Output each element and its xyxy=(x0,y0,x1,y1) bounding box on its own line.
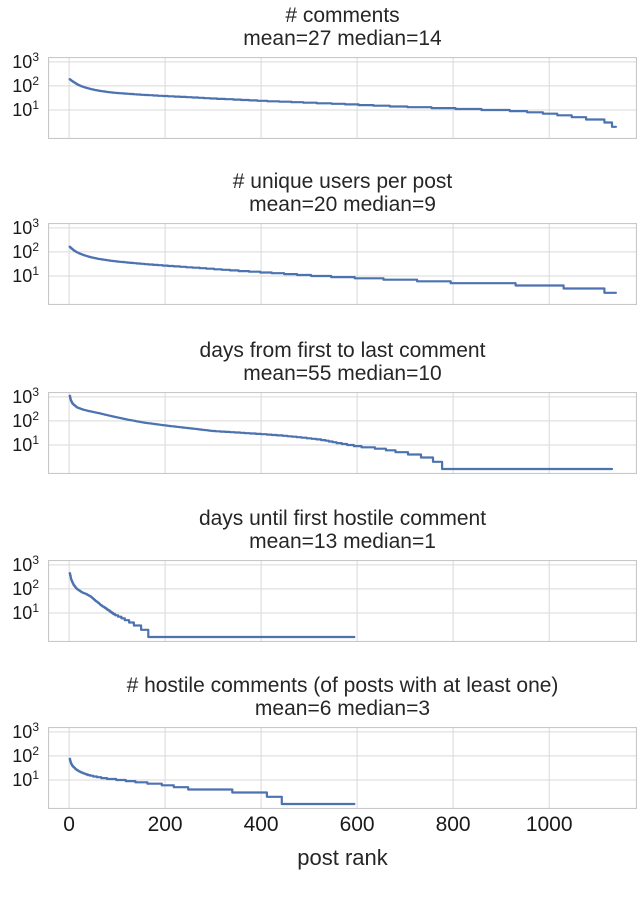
plot-border xyxy=(47,559,638,643)
line-chart-svg xyxy=(47,391,638,475)
x-tick-label: 1000 xyxy=(525,813,573,836)
data-line xyxy=(68,757,356,806)
y-axis-tick-labels: 103 102 101 xyxy=(0,721,44,809)
y-tick-label: 103 xyxy=(12,719,39,742)
data-line xyxy=(68,245,617,294)
y-tick-label: 103 xyxy=(12,215,39,238)
data-line xyxy=(68,572,356,639)
chart-title-line: # unique users per post xyxy=(232,170,453,193)
chart-title-line: # hostile comments (of posts with at lea… xyxy=(126,674,559,697)
y-axis-tick-labels: 103 102 101 xyxy=(0,554,44,642)
chart-subtitle-line: mean=55 median=10 xyxy=(243,362,442,385)
y-tick-label: 101 xyxy=(12,98,39,120)
plot-area-hostile-comments xyxy=(47,726,638,810)
plot-area-unique-users xyxy=(47,222,638,306)
x-tick-label: 400 xyxy=(243,813,279,836)
x-tick-label: 0 xyxy=(63,813,75,836)
y-tick-label: 102 xyxy=(12,73,39,96)
x-tick-label: 800 xyxy=(435,813,471,836)
plot-border xyxy=(47,222,638,306)
data-line xyxy=(68,394,614,471)
y-axis-tick-labels: 103 102 101 xyxy=(0,386,44,474)
x-axis-label: post rank xyxy=(297,845,388,870)
line-chart-svg xyxy=(47,559,638,643)
plot-area-days-span xyxy=(47,391,638,475)
chart-title-line: days from first to last comment xyxy=(199,339,486,362)
x-tick-label: 200 xyxy=(147,813,183,836)
chart-subtitle-line: mean=20 median=9 xyxy=(249,193,436,216)
y-tick-label: 102 xyxy=(12,576,39,599)
y-tick-label: 101 xyxy=(12,264,39,286)
chart-title: # unique users per post mean=20 median=9 xyxy=(48,170,637,216)
x-tick-label: 600 xyxy=(339,813,375,836)
chart-subtitle-line: mean=27 median=14 xyxy=(243,27,442,50)
line-chart-svg xyxy=(47,222,638,306)
plot-border xyxy=(47,726,638,810)
line-chart-svg xyxy=(47,56,638,140)
line-chart-svg xyxy=(47,726,638,810)
y-tick-label: 101 xyxy=(12,601,39,623)
y-tick-label: 103 xyxy=(12,384,39,407)
y-tick-label: 101 xyxy=(12,768,39,790)
chart-title: # comments mean=27 median=14 xyxy=(48,4,637,50)
plot-border xyxy=(47,391,638,475)
x-axis-tick-labels: 0 200 400 600 800 1000 xyxy=(0,813,640,841)
chart-title: days until first hostile comment mean=13… xyxy=(48,507,637,553)
y-tick-label: 103 xyxy=(12,49,39,72)
plot-border xyxy=(47,56,638,140)
chart-title-line: # comments xyxy=(285,4,400,27)
y-axis-tick-labels: 103 102 101 xyxy=(0,217,44,305)
chart-subtitle-line: mean=13 median=1 xyxy=(249,530,436,553)
chart-title: days from first to last comment mean=55 … xyxy=(48,339,637,385)
y-tick-label: 101 xyxy=(12,433,39,455)
y-tick-label: 103 xyxy=(12,552,39,575)
chart-title-line: days until first hostile comment xyxy=(198,507,487,530)
y-tick-label: 102 xyxy=(12,743,39,766)
y-tick-label: 102 xyxy=(12,239,39,262)
y-tick-label: 102 xyxy=(12,408,39,431)
data-line xyxy=(68,78,617,128)
plot-area-days-until-hostile xyxy=(47,559,638,643)
chart-title: # hostile comments (of posts with at lea… xyxy=(48,674,637,720)
plot-area-comments xyxy=(47,56,638,140)
y-axis-tick-labels: 103 102 101 xyxy=(0,51,44,139)
chart-subtitle-line: mean=6 median=3 xyxy=(254,697,431,720)
